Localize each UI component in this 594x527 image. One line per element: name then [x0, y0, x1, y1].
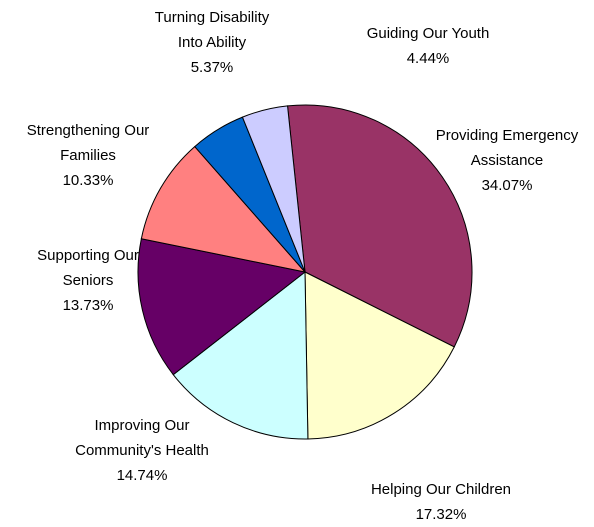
slice-percent: 34.07% — [482, 177, 533, 194]
slice-percent: 13.73% — [63, 297, 114, 314]
pie-slices — [137, 104, 473, 440]
slice-name: Assistance — [471, 152, 544, 169]
slice-name: Turning Disability — [155, 9, 270, 26]
slice-name: Seniors — [63, 272, 114, 289]
pie-slice — [241, 105, 306, 273]
slice-name: Guiding Our Youth — [367, 25, 490, 42]
slice-name: Families — [60, 147, 116, 164]
slice-name: Into Ability — [178, 34, 247, 51]
slice-percent: 4.44% — [407, 50, 450, 67]
slice-percent: 10.33% — [63, 172, 114, 189]
slice-percent: 14.74% — [117, 467, 168, 484]
pie-slice — [137, 238, 307, 376]
slice-name: Strengthening Our — [27, 122, 150, 139]
slice-label: Supporting Our Seniors 13.73% — [37, 247, 139, 314]
slice-label: Helping Our Children 17.32% — [371, 481, 511, 523]
slice-label: Strengthening Our Families 10.33% — [27, 122, 150, 189]
slice-name: Improving Our — [94, 417, 189, 434]
slice-percent: 17.32% — [416, 506, 467, 523]
pie-labels: Providing Emergency Assistance 34.07% Helpi… — [27, 9, 579, 523]
pie-slice — [286, 104, 473, 348]
slice-label: Improving Our Community's Health 14.74% — [75, 417, 209, 484]
slice-name: Helping Our Children — [371, 481, 511, 498]
pie-slice — [172, 270, 309, 440]
slice-name: Supporting Our — [37, 247, 139, 264]
slice-label: Providing Emergency Assistance 34.07% — [436, 127, 579, 194]
pie-slice — [140, 145, 307, 273]
slice-percent: 5.37% — [191, 59, 234, 76]
pie-slice — [304, 271, 455, 440]
slice-label: Guiding Our Youth 4.44% — [367, 25, 490, 67]
slice-label: Turning Disability Into Ability 5.37% — [155, 9, 270, 76]
slice-name: Providing Emergency — [436, 127, 579, 144]
slice-name: Community's Health — [75, 442, 209, 459]
